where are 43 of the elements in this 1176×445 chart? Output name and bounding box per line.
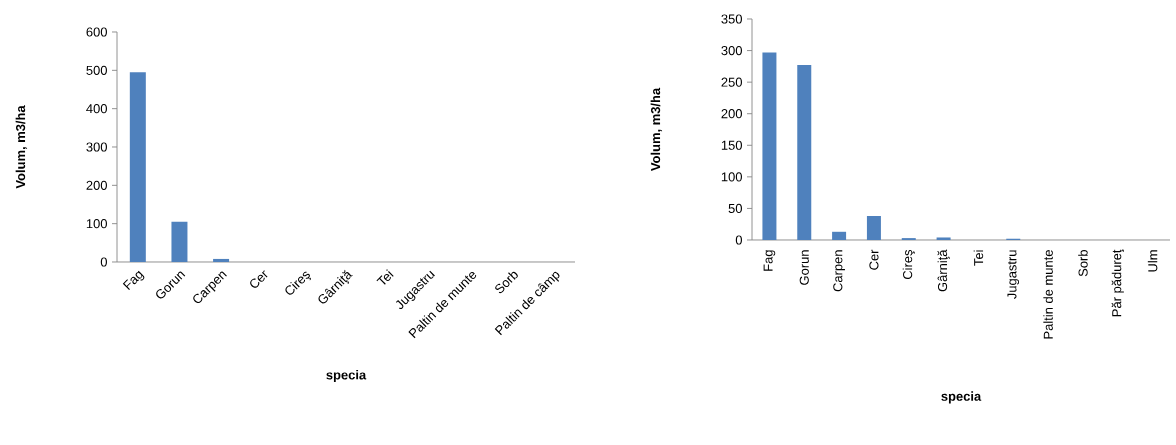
x-tick-label: Paltin de munte bbox=[1043, 250, 1053, 339]
bar bbox=[797, 65, 812, 240]
bar bbox=[171, 221, 188, 262]
y-tick-label: 300 bbox=[721, 45, 742, 56]
y-tick-label: 200 bbox=[721, 109, 742, 119]
y-tick-label: 0 bbox=[735, 235, 742, 245]
x-tick-label: Fag bbox=[763, 250, 776, 271]
bar bbox=[936, 237, 951, 240]
bar bbox=[213, 258, 230, 262]
y-tick-label: 350 bbox=[721, 14, 742, 24]
x-axis-title: specia bbox=[326, 369, 367, 383]
bar bbox=[832, 231, 847, 240]
y-tick-label: 300 bbox=[86, 142, 107, 152]
y-tick-label: 150 bbox=[721, 140, 742, 150]
x-tick-label: Cireş bbox=[902, 249, 915, 280]
x-tick-label: Carpen bbox=[833, 250, 845, 292]
y-tick-label: 100 bbox=[721, 172, 742, 182]
x-tick-label: Tei bbox=[376, 269, 394, 285]
x-tick-label: Cer bbox=[869, 249, 879, 270]
y-tick-label: 250 bbox=[721, 77, 742, 87]
x-tick-label: Păr pădureţ bbox=[1111, 249, 1124, 317]
y-tick-label: 0 bbox=[100, 257, 107, 267]
y-tick-label: 600 bbox=[86, 27, 107, 37]
x-tick-label: Cer bbox=[250, 270, 268, 288]
x-tick-label: Ulm bbox=[1147, 250, 1158, 272]
x-tick-label: Gorun bbox=[799, 250, 809, 285]
x-axis-title: specia bbox=[941, 391, 982, 404]
y-tick-label: 400 bbox=[86, 104, 107, 114]
x-tick-label: Gârniţă bbox=[937, 249, 950, 292]
y-tick-label: 50 bbox=[728, 203, 742, 214]
x-tick-label: Sorb bbox=[495, 271, 518, 294]
y-tick-label: 100 bbox=[86, 219, 107, 229]
x-tick-label: Jugastru bbox=[1007, 250, 1020, 299]
bar bbox=[866, 216, 881, 240]
x-tick-label: Tei bbox=[973, 250, 984, 266]
x-tick-label: Sorb bbox=[1078, 250, 1088, 277]
y-axis-title: Volum, m3/ha bbox=[15, 105, 28, 189]
bar bbox=[762, 52, 777, 240]
x-tick-label: Fag bbox=[122, 270, 145, 291]
y-tick-label: 500 bbox=[86, 65, 107, 75]
y-axis-title: Volum, m3/ha bbox=[650, 87, 663, 172]
y-tick-label: 200 bbox=[86, 180, 107, 190]
bar bbox=[129, 72, 146, 262]
